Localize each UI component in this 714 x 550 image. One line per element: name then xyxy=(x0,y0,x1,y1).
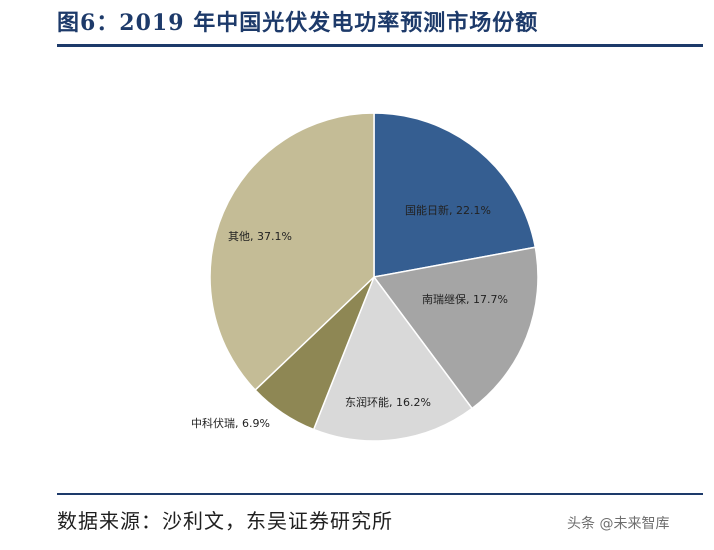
pie-slice-2 xyxy=(372,246,539,410)
title-underline xyxy=(57,44,703,47)
source-divider xyxy=(57,493,703,495)
pie-slice-1 xyxy=(373,112,537,278)
data-source-note: 数据来源：沙利文，东吴证券研究所 xyxy=(57,509,393,533)
slice-label-2: 南瑞继保, 17.7% xyxy=(422,292,508,306)
watermark: 头条 @未来智库 xyxy=(567,516,670,532)
pie-slice-5 xyxy=(209,112,375,392)
slice-label-4: 中科伏瑞, 6.9% xyxy=(191,416,270,430)
slice-label-5: 其他, 37.1% xyxy=(228,230,292,243)
slice-label-3: 东润环能, 16.2% xyxy=(345,395,431,409)
slice-label-1: 国能日新, 22.1% xyxy=(405,203,491,217)
chart-title: 图6：2019 年中国光伏发电功率预测市场份额 xyxy=(57,10,539,36)
pie-slice-3 xyxy=(312,275,474,442)
